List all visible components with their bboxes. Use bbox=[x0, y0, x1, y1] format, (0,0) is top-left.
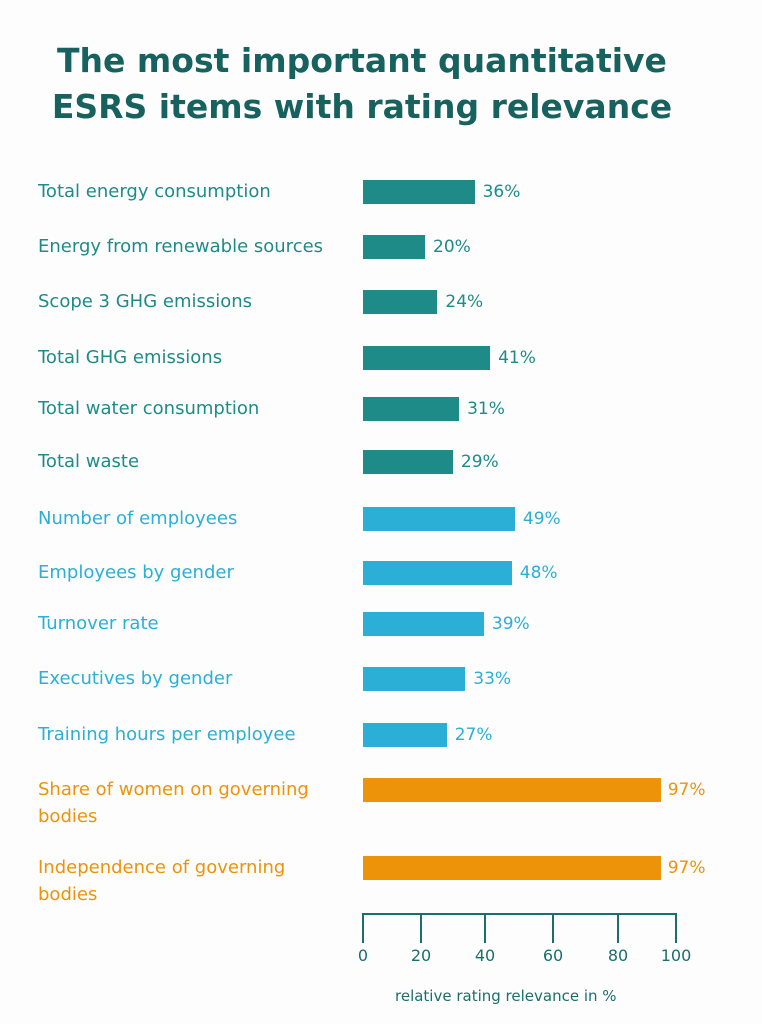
tick-label: 100 bbox=[660, 946, 692, 965]
tick-label: 40 bbox=[474, 946, 496, 965]
bar bbox=[363, 290, 438, 314]
value-label: 48% bbox=[519, 563, 558, 583]
category-label: Scope 3 GHG emissions bbox=[38, 291, 253, 312]
category-label: Independence of governing bodies bbox=[38, 857, 286, 905]
x-axis-label: relative rating relevance in % bbox=[395, 987, 617, 1005]
tick-label: 80 bbox=[607, 946, 629, 965]
category-label: Employees by gender bbox=[38, 562, 234, 583]
value-label: 49% bbox=[522, 509, 561, 529]
title-line-2: ESRS items with rating relevance bbox=[51, 87, 673, 126]
bar bbox=[363, 235, 425, 259]
tick-label: 20 bbox=[410, 946, 432, 965]
bar bbox=[363, 723, 447, 747]
value-label: 33% bbox=[473, 669, 512, 689]
bar bbox=[363, 856, 661, 880]
category-label: Number of employees bbox=[38, 508, 238, 529]
tick-label: 0 bbox=[357, 946, 369, 965]
bar bbox=[363, 612, 484, 636]
value-label: 20% bbox=[433, 237, 471, 257]
category-label: Share of women on governing bodies bbox=[38, 779, 309, 827]
value-label: 97% bbox=[667, 858, 706, 878]
bar bbox=[363, 180, 475, 204]
value-label: 31% bbox=[467, 399, 505, 419]
title-line-1: The most important quantitative bbox=[57, 41, 667, 80]
bar bbox=[363, 561, 512, 585]
category-label: Total energy consumption bbox=[38, 181, 271, 202]
bar bbox=[363, 778, 661, 802]
chart-title: The most important quantitative ESRS ite… bbox=[0, 38, 724, 130]
category-label: Executives by gender bbox=[38, 668, 233, 689]
bar bbox=[363, 507, 515, 531]
bar bbox=[363, 397, 460, 421]
value-label: 39% bbox=[491, 614, 530, 634]
value-label: 36% bbox=[482, 182, 521, 202]
value-label: 27% bbox=[454, 725, 493, 745]
value-label: 41% bbox=[498, 348, 536, 368]
value-label: 29% bbox=[460, 452, 499, 472]
value-label: 24% bbox=[445, 292, 484, 312]
value-label: 97% bbox=[667, 780, 706, 800]
category-label: Energy from renewable sources bbox=[38, 236, 324, 257]
bar bbox=[363, 346, 491, 370]
tick-label: 60 bbox=[542, 946, 564, 965]
category-label: Turnover rate bbox=[38, 613, 159, 634]
category-label: Total waste bbox=[38, 451, 140, 472]
category-label: Total GHG emissions bbox=[38, 347, 223, 368]
category-label: Total water consumption bbox=[38, 398, 260, 419]
bar bbox=[363, 450, 453, 474]
bar bbox=[363, 667, 466, 691]
category-label: Training hours per employee bbox=[38, 724, 296, 745]
